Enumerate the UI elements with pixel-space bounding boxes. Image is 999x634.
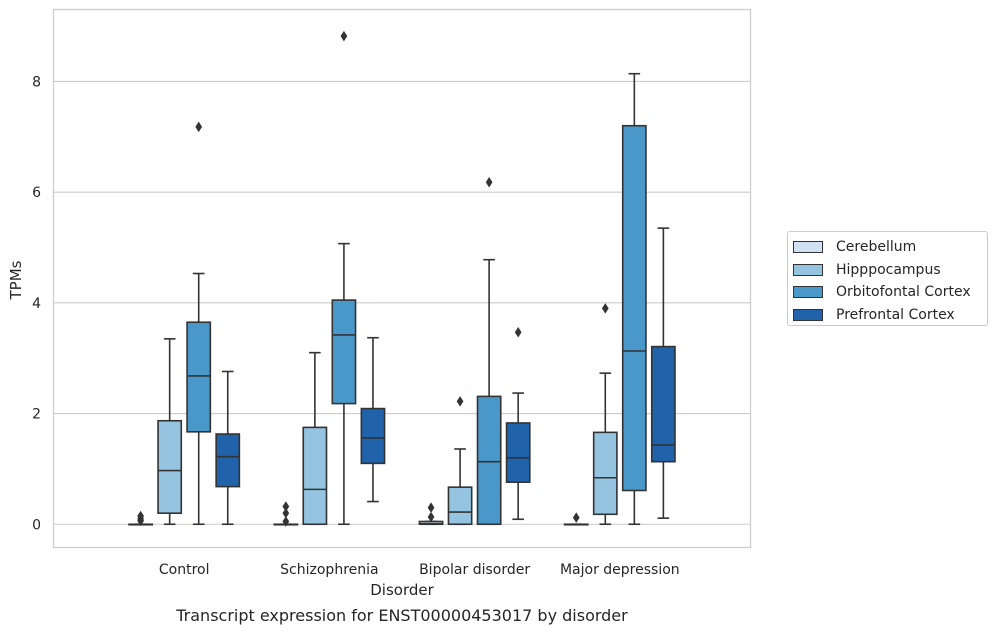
box-group — [447, 396, 473, 526]
legend-item: Hipppocampus — [793, 259, 987, 282]
legend-label: Hipppocampus — [836, 261, 941, 278]
box — [360, 407, 386, 465]
box-group — [650, 227, 676, 519]
outlier-point — [282, 516, 290, 527]
chart-caption: Transcript expression for ENST0000045301… — [176, 606, 628, 625]
box-group — [273, 501, 299, 527]
y-tick-label: 6 — [32, 185, 41, 201]
box — [476, 395, 502, 526]
box — [331, 299, 357, 405]
y-tick-label: 4 — [32, 296, 41, 312]
box-group — [418, 502, 444, 526]
outlier-point — [427, 511, 435, 523]
y-tick-label: 2 — [32, 407, 41, 423]
y-tick-labels: 0 2 4 6 8 — [32, 74, 41, 533]
legend-label: Orbitofontal Cortex — [836, 284, 971, 301]
y-tick-label: 8 — [32, 74, 41, 90]
legend-swatch — [793, 286, 823, 299]
box-group — [592, 303, 618, 526]
box-group — [621, 72, 647, 526]
boxes — [128, 30, 676, 527]
outlier-point — [485, 176, 493, 188]
box-group — [157, 338, 183, 526]
outlier-point — [427, 502, 435, 513]
box — [650, 345, 676, 463]
box-group — [215, 370, 241, 526]
box — [592, 431, 618, 516]
legend-item: Prefrontal Cortex — [793, 304, 987, 327]
x-tick-label: Control — [159, 562, 210, 578]
legend-swatch — [793, 241, 823, 254]
box-group — [302, 351, 328, 526]
outlier-point — [282, 507, 290, 519]
box-group — [360, 336, 386, 503]
legend-label: Cerebellum — [836, 239, 917, 256]
box-group — [563, 512, 589, 526]
outlier-point — [456, 396, 464, 407]
legend: Cerebellum Hipppocampus Orbitofontal Cor… — [787, 231, 988, 326]
legend-swatch — [793, 263, 823, 276]
x-tick-labels: Control Schizophrenia Bipolar disorder Majo… — [159, 562, 680, 578]
outlier-point — [601, 303, 609, 314]
outlier-point — [137, 510, 144, 522]
legend-swatch — [793, 308, 823, 321]
x-tick-label: Bipolar disorder — [419, 562, 530, 578]
outlier-point — [572, 512, 580, 523]
box-group — [128, 510, 154, 527]
outlier-point — [340, 30, 348, 42]
box — [621, 124, 647, 492]
x-axis-label: Disorder — [370, 581, 434, 599]
legend-label: Prefrontal Cortex — [836, 306, 955, 323]
y-axis-label: TPMs — [7, 260, 25, 300]
box — [505, 422, 531, 483]
y-tick-label: 0 — [32, 517, 41, 533]
legend-item: Orbitofontal Cortex — [793, 281, 987, 304]
x-tick-label: Major depression — [560, 562, 680, 578]
x-tick-label: Schizophrenia — [280, 562, 378, 578]
box — [186, 321, 212, 433]
box — [215, 433, 241, 488]
box — [157, 419, 183, 514]
box — [447, 486, 473, 526]
outlier-point — [195, 121, 203, 133]
outlier-point — [282, 501, 290, 512]
box-group — [505, 326, 531, 521]
box-group — [186, 121, 212, 526]
box-group — [476, 176, 502, 526]
box — [302, 426, 328, 526]
box-group — [331, 30, 357, 526]
plot-area-frame — [52, 8, 752, 549]
legend-item: Cerebellum — [793, 236, 987, 259]
outlier-point — [514, 326, 522, 338]
